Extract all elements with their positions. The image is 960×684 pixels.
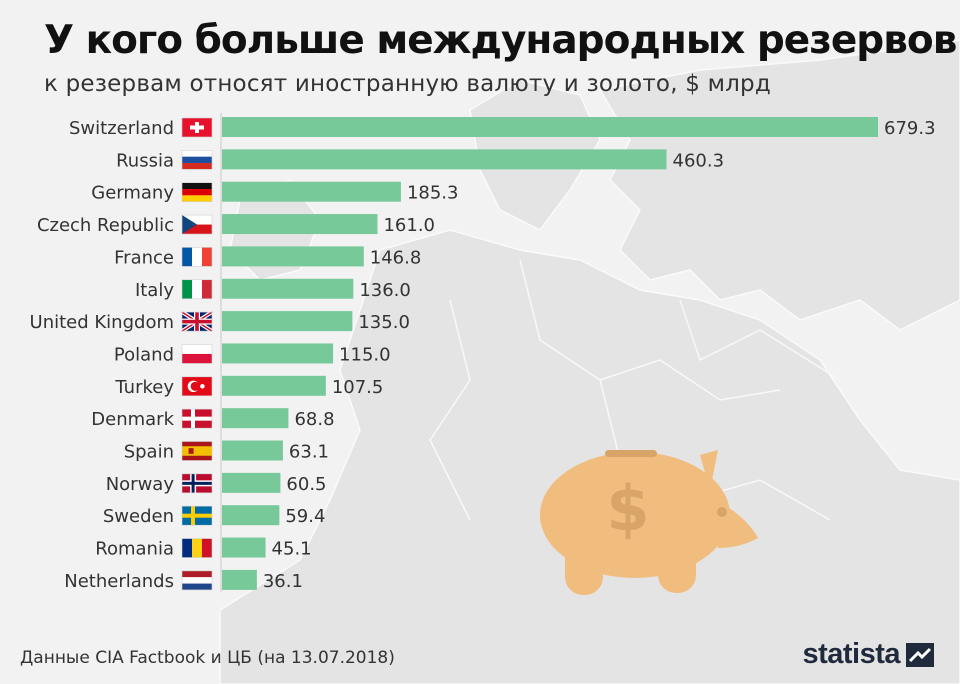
category-label: Netherlands [64,571,174,592]
category-label: Spain [124,442,174,463]
flag-dk-icon [181,408,213,429]
flag-ro-icon [181,538,213,558]
bar-se [222,505,280,526]
flag-no-icon [181,473,213,494]
flag-cz-icon [181,214,213,235]
piggy-bank-dollar-icon: $ [540,450,758,595]
flag-it-icon [181,279,213,300]
value-label: 146.8 [370,247,422,268]
statista-logo-icon [906,642,934,667]
category-label: Turkey [114,377,174,398]
value-label: 68.8 [294,409,334,430]
value-label: 45.1 [272,539,312,560]
source-note: Данные CIA Factbook и ЦБ (на 13.07.2018) [20,648,395,668]
value-label: 107.5 [332,377,384,398]
category-label: France [114,247,174,268]
value-label: 185.3 [407,183,459,204]
bar-no [222,472,281,493]
flag-es-icon [181,441,213,461]
category-label: Czech Republic [37,215,174,236]
value-label: 63.1 [289,442,329,463]
svg-text:$: $ [606,472,649,545]
value-label: 115.0 [339,344,391,365]
category-label: Poland [114,344,174,365]
flag-se-icon [181,505,213,526]
brand-name: statista [802,638,900,670]
chart-subtitle: к резервам относят иностранную валюту и … [44,71,771,97]
category-label: Romania [95,539,174,560]
value-label: 679.3 [884,118,936,139]
flag-gb-icon [180,310,214,333]
bar-gb [222,311,353,332]
bar-it [222,278,354,299]
chart-title: У кого больше международных резервов [44,18,957,63]
value-label: 60.5 [286,474,326,495]
bar-nl [222,569,257,590]
value-label: 135.0 [358,312,410,333]
category-label: Sweden [103,506,174,527]
category-label: Switzerland [69,118,174,139]
value-label: 161.0 [383,215,435,236]
flag-de-icon [181,182,213,202]
category-label: Russia [116,150,174,171]
flag-tr-icon [181,376,213,397]
value-label: 460.3 [673,150,725,171]
flag-ch-icon [181,117,213,138]
value-label: 36.1 [263,571,303,592]
bar-ch [222,117,878,137]
bar-es [222,440,283,461]
bar-pl [222,343,334,364]
bar-de [222,181,401,202]
bar-cz [222,214,378,235]
value-label: 59.4 [285,506,325,527]
category-label: Italy [135,280,174,301]
category-label: Germany [91,183,174,204]
bar-tr [222,375,326,396]
flag-nl-icon [181,570,213,591]
flag-ru-icon [181,150,213,170]
statista-brand[interactable]: statista [802,638,934,671]
flag-pl-icon [181,344,213,364]
bar-ro [222,537,266,558]
category-label: Denmark [91,409,174,430]
bar-ru [222,149,667,170]
bar-dk [222,408,289,429]
category-label: Norway [106,474,175,495]
flag-fr-icon [181,247,213,267]
category-label: United Kingdom [30,312,174,333]
bar-fr [222,246,364,267]
value-label: 136.0 [359,280,411,301]
